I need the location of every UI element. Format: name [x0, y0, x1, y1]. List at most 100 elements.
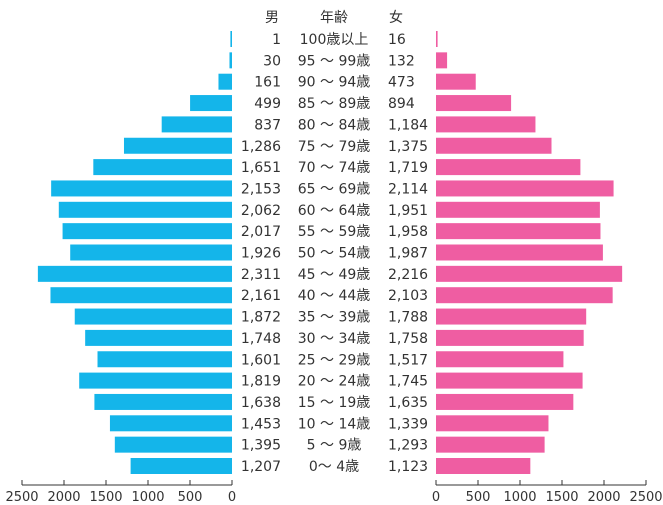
female-axis-tick-label: 2500	[629, 490, 662, 505]
male-bar	[93, 159, 232, 176]
age-group-label: 40 ～ 44歳	[298, 288, 371, 304]
age-group-label: 35 ～ 39歳	[298, 310, 371, 326]
male-value-label: 2,153	[241, 181, 281, 197]
female-bar	[436, 244, 603, 261]
female-axis-tick-label: 1500	[545, 490, 578, 505]
female-bar	[436, 436, 545, 453]
female-value-label: 894	[388, 96, 415, 112]
male-bar	[161, 116, 232, 133]
age-group-label: 30 ～ 34歳	[298, 331, 371, 347]
female-value-label: 2,114	[388, 181, 428, 197]
female-bar	[436, 329, 584, 346]
male-value-label: 499	[254, 96, 281, 112]
male-bar	[74, 308, 232, 325]
female-bar	[436, 137, 552, 154]
male-bar	[37, 265, 232, 282]
female-bar	[436, 31, 438, 47]
male-bar	[130, 458, 232, 474]
female-value-label: 2,216	[388, 267, 428, 283]
male-bar	[51, 180, 233, 197]
male-bar	[94, 393, 233, 410]
male-value-label: 1,601	[241, 352, 281, 368]
male-value-label: 161	[254, 75, 281, 91]
male-bar	[109, 415, 232, 432]
female-value-label: 1,339	[388, 416, 428, 432]
male-bar	[62, 223, 233, 240]
female-bar	[436, 180, 614, 197]
female-value-label: 1,184	[388, 117, 428, 133]
male-axis-tick-label: 1000	[131, 490, 164, 505]
male-value-label: 1,926	[241, 246, 281, 262]
female-bar	[436, 201, 600, 218]
age-group-label: 60 ～ 64歳	[298, 203, 371, 219]
age-group-label: 85 ～ 89歳	[298, 96, 371, 112]
male-value-label: 1,286	[241, 139, 281, 155]
female-bar	[436, 73, 476, 90]
male-value-label: 2,161	[241, 288, 281, 304]
age-header: 年齢	[320, 10, 348, 26]
female-value-label: 1,375	[388, 139, 428, 155]
female-axis-tick-label: 1000	[503, 490, 536, 505]
male-value-label: 1,819	[241, 374, 281, 390]
male-axis-tick-label: 0	[228, 490, 236, 505]
male-value-label: 1,453	[241, 416, 281, 432]
male-header: 男	[265, 10, 279, 26]
female-bar	[436, 287, 613, 304]
age-group-label: 100歳以上	[300, 32, 369, 48]
female-value-label: 132	[388, 53, 415, 69]
female-bar	[436, 372, 583, 389]
female-x-axis: 0 500 1000 1500 2000 2500	[432, 480, 663, 505]
male-value-label: 1	[272, 32, 281, 48]
male-bar	[58, 201, 233, 218]
female-bar	[436, 351, 564, 368]
row-labels: 1 100歳以上 16 30 95 ～ 99歳 132 161 90 ～ 94歳 473 499 8…	[241, 32, 428, 475]
female-bar	[436, 223, 601, 240]
male-value-label: 2,062	[241, 203, 281, 219]
female-bar	[436, 95, 512, 112]
female-value-label: 1,123	[388, 459, 428, 475]
female-bar	[436, 458, 531, 474]
age-group-label: 70 ～ 74歳	[298, 160, 371, 176]
female-value-label: 1,958	[388, 224, 428, 240]
female-value-label: 1,719	[388, 160, 428, 176]
female-axis-tick-label: 500	[466, 490, 491, 505]
male-bar	[190, 95, 232, 112]
column-headers: 男 年齢 女	[265, 9, 403, 26]
female-bar	[436, 116, 536, 133]
male-bar	[97, 351, 233, 368]
female-axis-tick-label: 2000	[587, 490, 620, 505]
male-value-label: 2,311	[241, 267, 281, 283]
male-value-label: 837	[254, 117, 281, 133]
female-bars	[436, 31, 623, 474]
female-axis-tick-label: 0	[432, 490, 440, 505]
male-value-label: 30	[263, 53, 281, 69]
female-value-label: 1,987	[388, 246, 428, 262]
age-group-label: 80 ～ 84歳	[298, 117, 371, 133]
male-value-label: 2,017	[241, 224, 281, 240]
female-value-label: 2,103	[388, 288, 428, 304]
age-group-label: 45 ～ 49歳	[298, 267, 371, 283]
male-bar	[79, 372, 232, 389]
age-group-label: 0～ 4歳	[309, 459, 359, 475]
age-group-label: 20 ～ 24歳	[298, 374, 371, 390]
male-bar	[218, 73, 232, 90]
male-bar	[114, 436, 232, 453]
female-header: 女	[389, 9, 403, 26]
female-value-label: 1,951	[388, 203, 428, 219]
male-axis-tick-label: 1500	[89, 490, 122, 505]
male-x-axis: 0 500 1000 1500 2000 2500	[5, 480, 236, 505]
age-group-label: 5 ～ 9歳	[307, 438, 362, 454]
female-bar	[436, 415, 549, 432]
age-group-label: 90 ～ 94歳	[298, 75, 371, 91]
age-group-label: 65 ～ 69歳	[298, 181, 371, 197]
male-bars	[37, 31, 233, 474]
male-bar	[50, 287, 233, 304]
age-group-label: 15 ～ 19歳	[298, 395, 371, 411]
male-bar	[123, 137, 232, 154]
age-group-label: 25 ～ 29歳	[298, 352, 371, 368]
male-bar	[70, 244, 232, 261]
female-value-label: 473	[388, 75, 415, 91]
female-bar	[436, 308, 587, 325]
age-group-label: 50 ～ 54歳	[298, 246, 371, 262]
